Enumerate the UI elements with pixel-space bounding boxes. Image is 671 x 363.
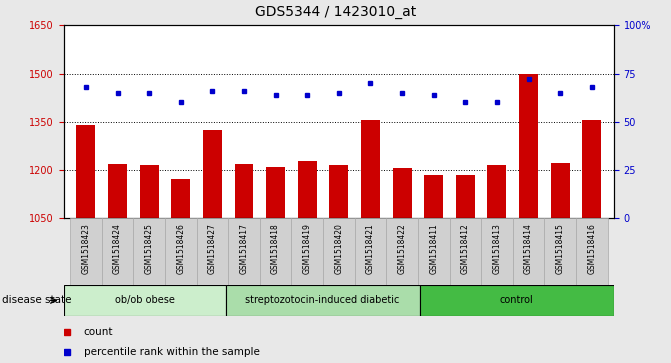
Bar (203, 130, 222, 218)
Bar (418, 218, 450, 285)
Text: streptozotocin-induced diabetic: streptozotocin-induced diabetic (246, 295, 400, 305)
Bar (64, 285, 225, 316)
Text: GSM1518414: GSM1518414 (524, 223, 533, 274)
Text: count: count (84, 327, 113, 337)
Bar (481, 218, 513, 285)
Bar (450, 218, 481, 285)
Text: GSM1518425: GSM1518425 (145, 223, 154, 274)
Bar (260, 218, 291, 285)
Text: GSM1518417: GSM1518417 (240, 223, 248, 274)
Bar (298, 161, 317, 218)
Bar (361, 120, 380, 218)
Bar (225, 285, 420, 316)
Text: percentile rank within the sample: percentile rank within the sample (84, 347, 260, 357)
Bar (76, 125, 95, 218)
Text: GSM1518427: GSM1518427 (208, 223, 217, 274)
Text: GSM1518426: GSM1518426 (176, 223, 185, 274)
Bar (140, 165, 158, 218)
Text: GSM1518411: GSM1518411 (429, 223, 438, 274)
Bar (108, 164, 127, 218)
Bar (165, 218, 197, 285)
Bar (420, 285, 614, 316)
Text: GSM1518421: GSM1518421 (366, 223, 375, 274)
Bar (102, 218, 134, 285)
Bar (519, 73, 538, 218)
Bar (513, 218, 544, 285)
Bar (329, 165, 348, 218)
Bar (487, 165, 507, 218)
Text: control: control (500, 295, 533, 305)
Bar (544, 218, 576, 285)
Text: GSM1518424: GSM1518424 (113, 223, 122, 274)
Bar (197, 218, 228, 285)
Bar (323, 218, 355, 285)
Text: GSM1518422: GSM1518422 (398, 223, 407, 274)
Bar (266, 167, 285, 218)
Bar (234, 164, 254, 218)
Text: GSM1518415: GSM1518415 (556, 223, 565, 274)
Bar (70, 218, 102, 285)
Text: ob/ob obese: ob/ob obese (115, 295, 174, 305)
Bar (456, 175, 475, 218)
Text: disease state: disease state (2, 295, 72, 305)
Text: GSM1518416: GSM1518416 (587, 223, 597, 274)
Text: GSM1518413: GSM1518413 (493, 223, 501, 274)
Bar (393, 168, 411, 218)
Text: GSM1518420: GSM1518420 (334, 223, 344, 274)
Bar (582, 120, 601, 218)
Bar (291, 218, 323, 285)
Text: GSM1518419: GSM1518419 (303, 223, 312, 274)
Bar (228, 218, 260, 285)
Bar (424, 175, 444, 218)
Text: GSM1518412: GSM1518412 (461, 223, 470, 274)
Bar (171, 179, 191, 218)
Bar (551, 163, 570, 218)
Bar (355, 218, 386, 285)
Text: GSM1518423: GSM1518423 (81, 223, 91, 274)
Bar (386, 218, 418, 285)
Text: GDS5344 / 1423010_at: GDS5344 / 1423010_at (255, 5, 416, 20)
Bar (576, 218, 608, 285)
Text: GSM1518418: GSM1518418 (271, 223, 280, 274)
Bar (134, 218, 165, 285)
